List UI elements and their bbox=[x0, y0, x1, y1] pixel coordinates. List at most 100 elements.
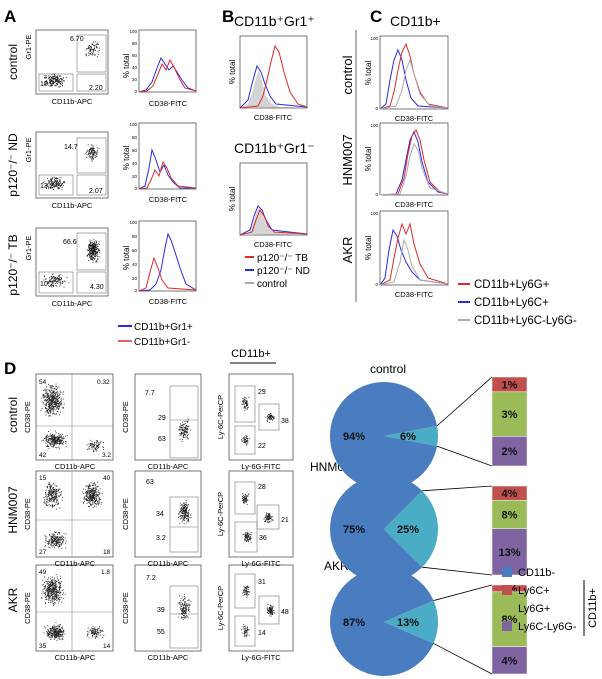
scatter-point bbox=[58, 439, 60, 440]
scatter-point bbox=[47, 410, 49, 412]
scatter-point bbox=[97, 446, 99, 448]
scatter-point bbox=[90, 485, 92, 487]
scatter-point bbox=[44, 394, 46, 396]
scatter-point bbox=[180, 604, 182, 606]
scatter-point bbox=[246, 588, 248, 590]
scatter-point bbox=[184, 513, 186, 515]
scatter-point bbox=[53, 399, 55, 400]
scatter-point bbox=[52, 438, 54, 440]
pie-slice-cd11b-neg bbox=[329, 381, 438, 490]
scatter-point bbox=[54, 280, 56, 281]
scatter-point bbox=[242, 401, 243, 403]
scatter-point bbox=[55, 580, 57, 582]
scatter-point bbox=[53, 398, 55, 399]
scatter-point bbox=[50, 631, 51, 633]
scatter-point bbox=[245, 594, 247, 596]
legend-item: CD11b- bbox=[518, 567, 555, 579]
scatter-point bbox=[57, 79, 59, 81]
scatter-point bbox=[52, 596, 53, 598]
scatter-point bbox=[50, 178, 52, 180]
scatter-point bbox=[91, 244, 92, 246]
scatter-point bbox=[181, 440, 183, 442]
scatter-point bbox=[48, 403, 50, 405]
scatter-point bbox=[51, 546, 53, 548]
scatter-point bbox=[55, 580, 56, 581]
scatter-point bbox=[90, 153, 91, 155]
scatter-point bbox=[58, 75, 60, 77]
scatter-point bbox=[51, 590, 53, 592]
scatter-point bbox=[48, 587, 50, 589]
scatter-point bbox=[245, 593, 247, 594]
scatter-point bbox=[86, 151, 88, 152]
scatter-point bbox=[247, 533, 249, 535]
scatter-point bbox=[53, 493, 54, 495]
scatter-point bbox=[63, 286, 65, 288]
scatter-point bbox=[90, 444, 92, 446]
scatter-point bbox=[54, 543, 56, 545]
scatter-point bbox=[54, 537, 56, 539]
scatter-point bbox=[91, 150, 92, 152]
scatter-point bbox=[89, 485, 90, 487]
scatter-point bbox=[87, 254, 89, 256]
scatter-point bbox=[247, 441, 249, 443]
scatter-point bbox=[186, 515, 188, 517]
scatter-point bbox=[64, 633, 66, 635]
scatter-point bbox=[96, 495, 98, 497]
scatter-point bbox=[61, 433, 63, 435]
scatter-point bbox=[185, 611, 187, 613]
scatter-point bbox=[41, 408, 43, 409]
scatter-point bbox=[53, 438, 55, 440]
scatter-point bbox=[89, 491, 90, 493]
scatter-point bbox=[185, 604, 187, 606]
scatter-point bbox=[63, 181, 65, 182]
scatter-point bbox=[52, 491, 53, 493]
scatter-point bbox=[180, 610, 182, 612]
scatter-point bbox=[273, 418, 275, 420]
scatter-point bbox=[55, 440, 57, 442]
scatter-point bbox=[52, 412, 54, 414]
scatter-point bbox=[185, 607, 187, 609]
scatter-point bbox=[44, 281, 46, 283]
scatter-point bbox=[58, 582, 60, 584]
scatter-point bbox=[58, 634, 60, 635]
scatter-point bbox=[59, 279, 61, 281]
scatter-point bbox=[185, 425, 187, 427]
scatter-point bbox=[44, 582, 45, 584]
scatter-point bbox=[47, 505, 48, 507]
scatter-point bbox=[244, 406, 246, 408]
scatter-point bbox=[270, 418, 272, 420]
scatter-point bbox=[54, 395, 56, 397]
scatter-point bbox=[188, 609, 190, 611]
scatter-point bbox=[62, 631, 64, 633]
scatter-point bbox=[178, 428, 180, 430]
scatter-point bbox=[247, 439, 248, 441]
scatter-point bbox=[55, 83, 57, 85]
scatter-point bbox=[55, 385, 57, 387]
scatter-point bbox=[64, 182, 66, 184]
scatter-point bbox=[268, 414, 270, 415]
scatter-point bbox=[55, 634, 57, 635]
scatter-point bbox=[56, 385, 57, 387]
scatter-point bbox=[94, 637, 96, 639]
scatter-point bbox=[55, 628, 57, 630]
pie-label: 6% bbox=[400, 431, 416, 443]
scatter-point bbox=[45, 439, 47, 440]
scatter-point bbox=[98, 444, 100, 446]
scatter-point bbox=[55, 595, 57, 597]
scatter-point bbox=[246, 499, 248, 500]
scatter-point bbox=[98, 249, 100, 251]
scatter-point bbox=[52, 539, 54, 541]
scatter-point bbox=[92, 494, 94, 495]
scatter-point bbox=[272, 609, 274, 611]
scatter-point bbox=[92, 262, 94, 264]
scatter-point bbox=[94, 627, 96, 629]
axis-label-cd11b: CD11b-APC bbox=[148, 559, 189, 568]
scatter-point bbox=[93, 492, 94, 494]
scatter-point bbox=[54, 78, 56, 80]
gate-label: 21 bbox=[281, 517, 289, 524]
scatter-point bbox=[86, 500, 88, 502]
scatter-point bbox=[243, 500, 245, 502]
scatter-point bbox=[270, 416, 272, 417]
scatter-point bbox=[58, 275, 60, 277]
scatter-point bbox=[59, 86, 61, 87]
